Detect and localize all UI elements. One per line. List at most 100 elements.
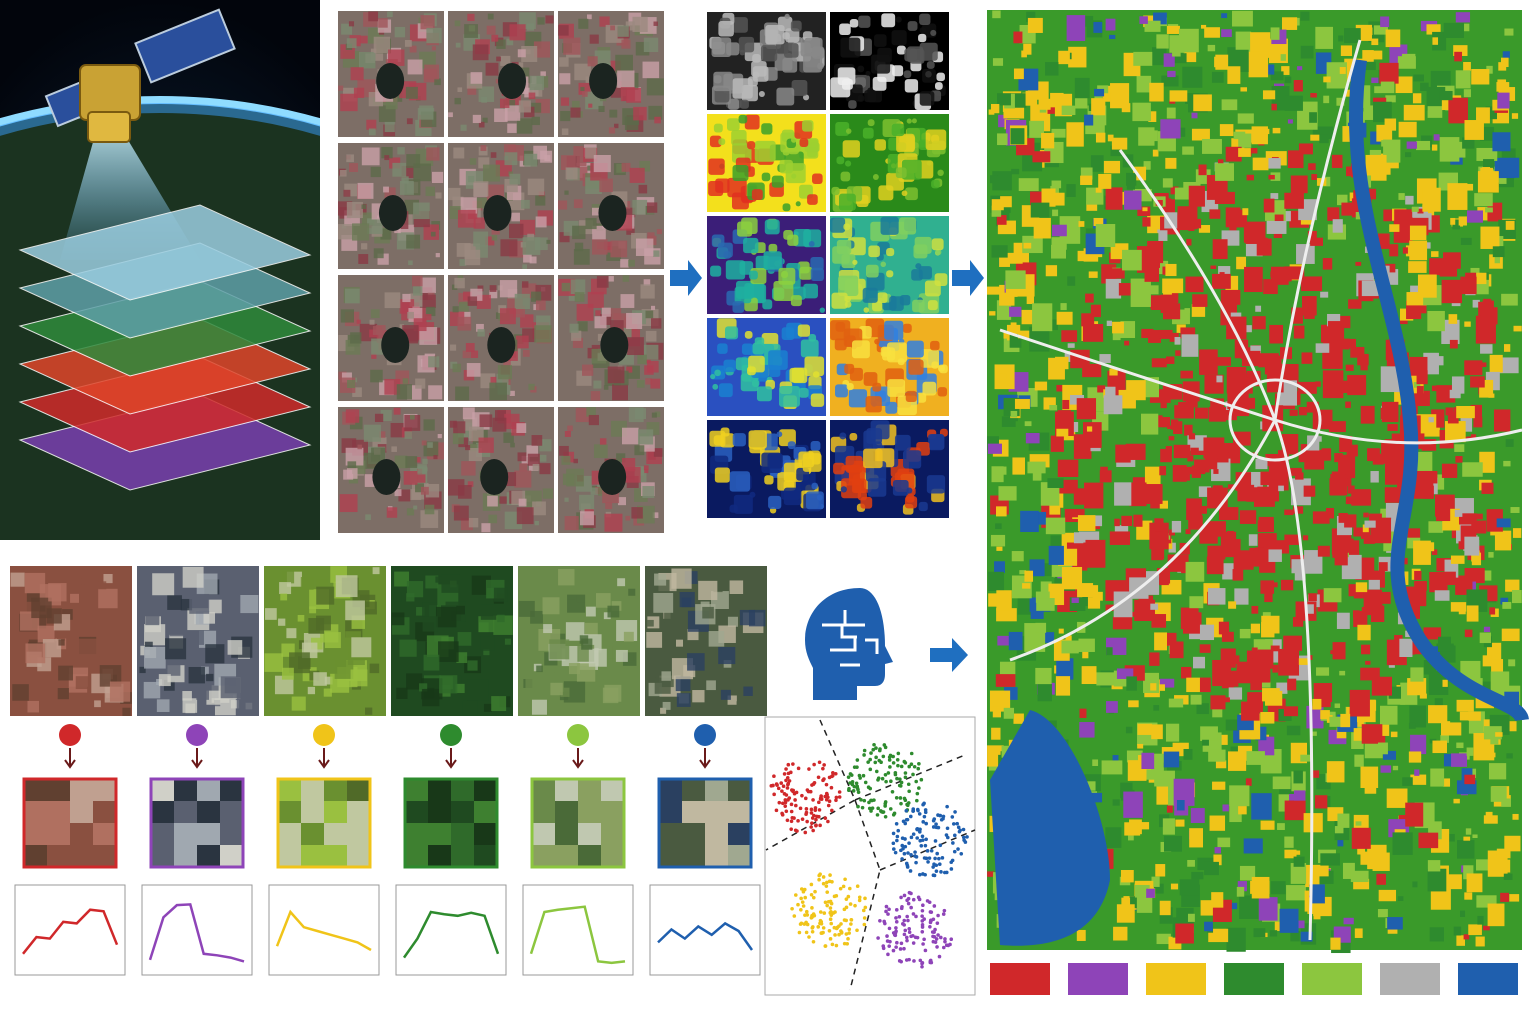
land-parcel [1287, 119, 1293, 124]
texture [516, 423, 527, 434]
land-parcel [989, 311, 996, 316]
texture [576, 303, 594, 321]
sample-point [955, 821, 959, 826]
land-parcel [1423, 627, 1442, 640]
patch-tile [151, 801, 174, 823]
land-parcel [1444, 721, 1451, 728]
texture [608, 127, 616, 134]
land-parcel [1450, 555, 1465, 564]
texture [633, 106, 647, 121]
land-parcel [1464, 360, 1483, 376]
land-parcel [1380, 366, 1401, 393]
land-parcel [1490, 671, 1510, 696]
patch-tile [347, 845, 370, 867]
land-parcel [1120, 869, 1134, 883]
land-parcel [1202, 739, 1209, 746]
texture [646, 202, 658, 213]
land-parcel [1486, 65, 1493, 74]
land-parcel [1479, 632, 1491, 644]
texture [776, 431, 783, 438]
land-parcel [1489, 607, 1496, 615]
texture [404, 39, 412, 47]
texture [919, 91, 935, 106]
land-parcel [1504, 28, 1514, 36]
land-parcel [1068, 46, 1087, 68]
texture [908, 359, 924, 375]
texture [732, 665, 750, 683]
texture [799, 266, 813, 280]
land-parcel [1304, 449, 1325, 470]
sample-point [785, 818, 790, 823]
land-parcel [1355, 821, 1362, 826]
land-parcel [1170, 53, 1187, 64]
texture [791, 80, 808, 96]
texture [713, 582, 723, 593]
land-parcel [1353, 878, 1370, 890]
sample-point [936, 913, 940, 918]
land-parcel [1397, 896, 1404, 901]
land-parcel [1076, 398, 1097, 420]
land-parcel [1354, 928, 1363, 938]
land-parcel [1397, 450, 1408, 465]
texture [918, 501, 928, 512]
land-parcel [1374, 86, 1382, 94]
sample-point [895, 757, 900, 762]
sample-point [899, 848, 903, 853]
sample-point [923, 843, 928, 848]
land-parcel [1150, 683, 1157, 691]
sample-point [844, 897, 849, 901]
sample-point [811, 798, 815, 802]
land-parcel [1444, 874, 1462, 890]
sample-point [822, 777, 826, 781]
land-parcel [1238, 802, 1247, 815]
sample-point [818, 910, 823, 914]
sample-point [937, 954, 942, 959]
texture [671, 568, 692, 589]
land-parcel [1243, 838, 1263, 854]
sample-point [893, 933, 898, 938]
sample-point [902, 918, 907, 923]
texture [483, 649, 490, 656]
land-parcel [1195, 407, 1209, 419]
sample-point [846, 937, 850, 941]
land-parcel [1458, 216, 1467, 226]
texture [463, 291, 472, 301]
land-parcel [1370, 517, 1392, 544]
land-parcel [1300, 754, 1311, 762]
sample-point [956, 847, 960, 851]
land-parcel [1293, 770, 1303, 784]
sample-point [796, 902, 800, 907]
texture [324, 676, 333, 685]
land-parcel [1010, 322, 1017, 330]
satellite-panel [0, 0, 320, 540]
texture [539, 439, 552, 452]
land-parcel [1451, 529, 1459, 539]
sample-point [949, 867, 954, 871]
land-parcel [1466, 873, 1483, 893]
land-parcel [1181, 565, 1190, 574]
texture [864, 89, 877, 103]
land-parcel [1179, 879, 1200, 896]
land-parcel [1106, 647, 1113, 656]
sample-point [798, 922, 803, 926]
land-parcel [1037, 683, 1052, 702]
spectral-layers [18, 204, 312, 491]
land-parcel [1380, 81, 1395, 94]
texture [156, 699, 170, 712]
sample-point [943, 939, 947, 944]
texture [208, 599, 222, 614]
texture [370, 369, 383, 383]
texture [744, 638, 755, 650]
texture [587, 14, 592, 20]
land-parcel [1009, 306, 1022, 317]
land-parcel [1502, 601, 1512, 609]
land-parcel [1448, 833, 1455, 842]
texture [676, 693, 691, 707]
sample-point [952, 849, 957, 854]
texture [588, 103, 593, 108]
sample-point [843, 877, 847, 882]
texture [480, 604, 497, 620]
sample-point [903, 844, 908, 849]
land-parcel [1476, 678, 1483, 686]
sample-point [849, 918, 854, 922]
